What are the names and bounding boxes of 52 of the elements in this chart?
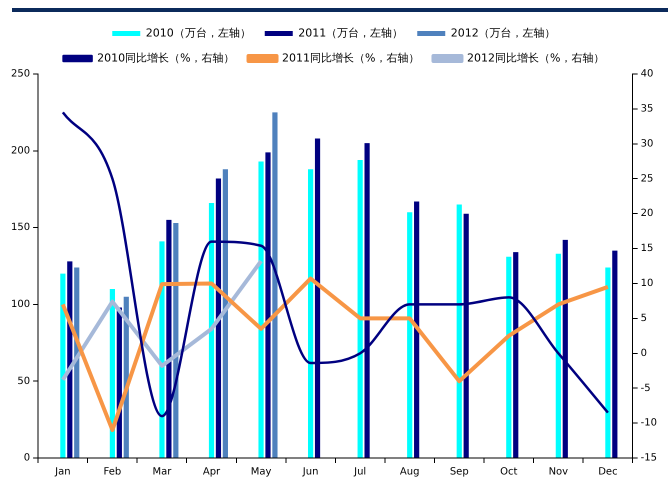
bar xyxy=(612,250,618,458)
bar xyxy=(67,261,72,458)
y2-tick-label: -10 xyxy=(640,418,658,429)
x-tick-label: Oct xyxy=(500,466,518,478)
legend-label: 2011（万台，左轴） xyxy=(298,26,404,40)
legend-label: 2010同比增长（%，右轴） xyxy=(97,51,235,64)
y-tick-label: 100 xyxy=(10,298,30,310)
y2-tick-label: 10 xyxy=(640,278,654,290)
y-tick-label: 250 xyxy=(10,68,30,80)
x-tick-label: Feb xyxy=(104,466,122,478)
y2-tick-label: 0 xyxy=(640,348,648,359)
y2-tick-label: -15 xyxy=(640,452,658,464)
legend-label: 2012同比增长（%，右轴） xyxy=(466,51,604,64)
y-tick-label: 150 xyxy=(10,222,30,234)
bar xyxy=(556,254,561,458)
x-tick-label: May xyxy=(250,466,272,478)
bar xyxy=(222,169,228,458)
bar xyxy=(358,160,363,458)
y2-tick-label: 35 xyxy=(640,104,654,115)
bar xyxy=(60,274,66,458)
x-tick-label: Jun xyxy=(302,466,318,478)
y2-tick-label: 25 xyxy=(640,173,654,184)
legend-label: 2011同比增长（%，右轴） xyxy=(282,51,420,64)
legend-label: 2010（万台，左轴） xyxy=(146,26,251,40)
y2-tick-label: 5 xyxy=(640,312,648,324)
bar xyxy=(605,268,610,458)
y2-tick-label: 15 xyxy=(640,243,654,254)
y2-tick-label: 40 xyxy=(640,68,654,80)
bar xyxy=(74,268,80,458)
bar xyxy=(407,212,412,458)
x-tick-label: Nov xyxy=(548,466,568,478)
x-tick-label: Apr xyxy=(202,466,222,478)
y-tick-label: 50 xyxy=(17,376,30,387)
x-tick-label: Jan xyxy=(54,466,71,478)
y2-tick-label: 30 xyxy=(640,138,654,150)
y-tick-label: 200 xyxy=(10,145,30,156)
bar xyxy=(308,169,314,458)
x-tick-label: Sep xyxy=(450,466,469,478)
x-tick-label: Jul xyxy=(353,466,366,478)
bar xyxy=(272,112,278,458)
y2-tick-label: -5 xyxy=(640,382,651,394)
y2-tick-label: 20 xyxy=(640,208,654,220)
y-tick-label: 0 xyxy=(24,452,30,464)
x-tick-label: Aug xyxy=(400,466,420,478)
bar xyxy=(208,203,214,458)
x-tick-label: Mar xyxy=(152,466,172,478)
x-tick-label: Dec xyxy=(598,466,618,478)
bar xyxy=(456,204,462,458)
bar xyxy=(173,222,178,458)
legend-label: 2012（万台，左轴） xyxy=(450,26,556,40)
bar xyxy=(258,162,264,458)
bar xyxy=(506,256,512,458)
